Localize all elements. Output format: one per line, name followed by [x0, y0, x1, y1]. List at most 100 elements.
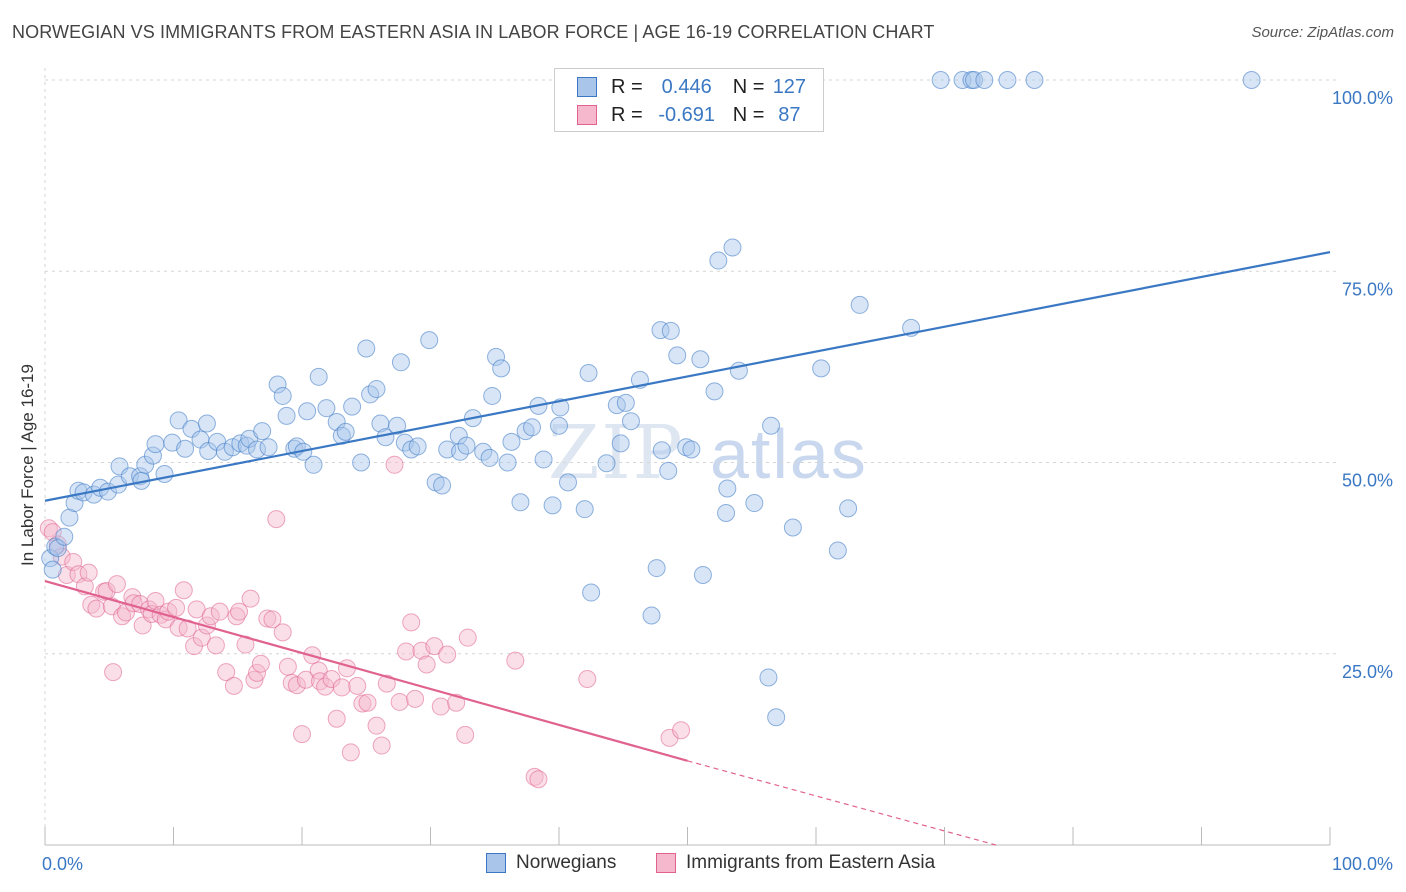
- blue-point: [575, 500, 594, 519]
- blue-point: [367, 380, 386, 399]
- pink-point: [245, 670, 264, 689]
- pink-point: [348, 676, 367, 695]
- blue-point: [767, 708, 786, 727]
- blue-point: [705, 382, 724, 401]
- correlation-legend: R = 0.446 N = 127 R = -0.691 N = 87: [554, 68, 824, 132]
- pink-point: [217, 663, 236, 682]
- blue-point: [551, 398, 570, 417]
- pink-point: [273, 623, 292, 642]
- bottom-legend-label-pink: Immigrants from Eastern Asia: [686, 852, 936, 873]
- pink-point: [390, 692, 409, 711]
- pink-point: [506, 651, 525, 670]
- watermark: ZIP atlas: [548, 410, 868, 496]
- blue-point: [1025, 71, 1044, 89]
- blue-point: [248, 440, 267, 459]
- pink-point: [287, 676, 306, 695]
- blue-point: [197, 414, 216, 433]
- legend-n-value-pink: 87: [778, 103, 801, 126]
- blue-point: [498, 453, 517, 472]
- blue-point: [582, 583, 601, 602]
- blue-point: [136, 455, 155, 474]
- blue-point: [304, 455, 323, 474]
- legend-n-value-blue: 127: [772, 75, 807, 98]
- grid-layer: [44, 68, 1340, 845]
- blue-point: [659, 461, 678, 480]
- blue-point: [759, 668, 778, 687]
- blue-point: [388, 416, 407, 435]
- pink-point: [529, 770, 548, 789]
- blue-point: [693, 565, 712, 584]
- pink-point: [230, 602, 249, 621]
- pink-point: [406, 689, 425, 708]
- blue-point: [268, 375, 287, 394]
- legend-row-blue: R = 0.446 N = 127: [555, 73, 814, 101]
- pink-point: [458, 628, 477, 647]
- bottom-legend-swatch-pink: [656, 853, 676, 873]
- blue-point: [511, 493, 530, 512]
- chart-source: Source: ZipAtlas.com: [1251, 24, 1394, 41]
- blue-point: [839, 499, 858, 518]
- pink-point: [431, 697, 450, 716]
- tick-label-layer: 25.0% 50.0% 75.0% 100.0% 0.0% 100.0%: [42, 88, 1393, 874]
- blue-point: [621, 412, 640, 431]
- blue-point: [492, 359, 511, 378]
- blue-point: [682, 440, 701, 459]
- pink-point: [224, 676, 243, 695]
- blue-point: [1242, 71, 1261, 89]
- y-tick-label: 50.0%: [1342, 471, 1393, 491]
- y-tick-label: 75.0%: [1342, 279, 1393, 299]
- chart-title: NORWEGIAN VS IMMIGRANTS FROM EASTERN ASI…: [12, 22, 935, 42]
- blue-point: [457, 436, 476, 455]
- axis-layer: [44, 827, 1331, 846]
- blue-point: [651, 321, 670, 340]
- legend-n-label: N =: [732, 75, 765, 98]
- pink-point: [167, 598, 186, 617]
- pink-point: [87, 599, 106, 618]
- blue-point: [745, 494, 764, 513]
- blue-point: [661, 321, 680, 340]
- pink-point: [263, 610, 282, 629]
- blue-point: [850, 295, 869, 314]
- blue-point: [273, 386, 292, 405]
- blue-point: [975, 71, 994, 89]
- legend-swatch-pink: [577, 105, 597, 125]
- pink-point: [377, 674, 396, 693]
- blue-point: [420, 331, 439, 350]
- blue-point: [762, 416, 781, 435]
- pink-point: [296, 670, 315, 689]
- blue-point: [298, 402, 317, 421]
- blue-point: [146, 435, 165, 454]
- blue-point: [176, 439, 195, 458]
- pink-point: [310, 672, 329, 691]
- pink-trend-extension: [687, 760, 997, 846]
- pink-point: [206, 636, 225, 655]
- pink-point: [456, 725, 475, 744]
- pink-point: [107, 575, 126, 594]
- blue-point: [327, 412, 346, 431]
- blue-point: [408, 437, 427, 456]
- pink-point: [332, 678, 351, 697]
- x-tick-label: 100.0%: [1332, 854, 1393, 874]
- legend-r-value-blue: 0.446: [661, 75, 712, 98]
- blue-point: [55, 527, 74, 546]
- blue-trend-line: [44, 251, 1331, 502]
- bottom-legend-blue: Norwegians: [486, 852, 616, 874]
- legend-r-label: R =: [611, 103, 643, 126]
- pink-trend-line: [44, 580, 688, 762]
- blue-point: [237, 436, 256, 455]
- legend-n-label: N =: [732, 103, 765, 126]
- blue-point: [41, 549, 60, 568]
- blue-point: [597, 454, 616, 473]
- pink-point: [293, 725, 311, 744]
- blue-point: [647, 559, 666, 578]
- pink-point: [385, 455, 404, 474]
- pink-point: [341, 743, 360, 762]
- pink-point: [425, 637, 444, 656]
- blue-point: [691, 350, 710, 369]
- blue-point: [155, 464, 174, 483]
- blue-point: [652, 441, 671, 460]
- blue-point: [480, 448, 499, 467]
- blue-point: [343, 397, 362, 416]
- blue-point: [534, 450, 553, 469]
- blue-point: [502, 432, 521, 451]
